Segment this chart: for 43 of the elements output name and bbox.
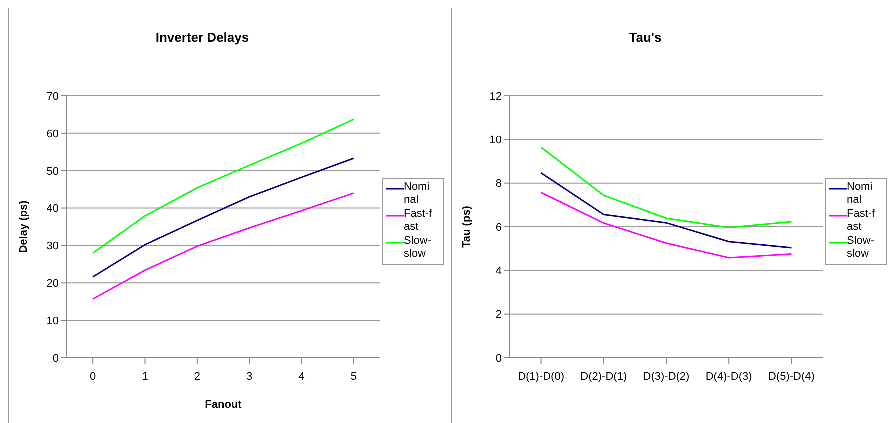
- y-tick-label: 20: [46, 278, 59, 290]
- legend-label: Slow-slow: [404, 235, 433, 261]
- y-axis-title: Tau (ps): [460, 206, 473, 248]
- x-tick-label: D(4)-D(3): [706, 370, 752, 383]
- chart-title: Tau's: [628, 30, 663, 45]
- legend-label: Fast-fast: [847, 208, 876, 234]
- x-tick-label: 1: [142, 370, 148, 383]
- y-axis-title: Delay (ps): [18, 200, 30, 254]
- legend-label: Slow-slow: [847, 235, 876, 261]
- x-tick-label: 3: [246, 370, 253, 383]
- line-series: [540, 146, 792, 229]
- x-tick-label: D(1)-D(0): [518, 370, 565, 383]
- y-tick-label: 8: [496, 178, 502, 190]
- y-tick-label: 50: [46, 166, 59, 178]
- x-tick-label: D(5)-D(4): [768, 370, 815, 383]
- y-tick-label: 12: [490, 90, 502, 103]
- y-tick-label: 2: [496, 309, 502, 322]
- line-series: [540, 172, 792, 249]
- x-tick-label: 4: [298, 370, 305, 383]
- x-tick-label: D(2)-D(1): [580, 370, 628, 383]
- y-tick-label: 40: [46, 203, 59, 216]
- y-tick-label: 60: [46, 128, 59, 140]
- y-tick-label: 6: [496, 222, 502, 234]
- line-series: [540, 192, 792, 259]
- y-tick-label: 30: [46, 240, 59, 253]
- x-tick-label: 5: [350, 370, 357, 383]
- chart-title: Inverter Delays: [154, 30, 250, 45]
- legend-label: Nominal: [404, 181, 431, 207]
- y-tick-label: 0: [496, 352, 502, 365]
- x-axis-title: Fanout: [205, 399, 242, 411]
- x-tick-label: 2: [194, 370, 200, 383]
- legend-label: Fast-fast: [404, 208, 434, 234]
- line-series: [92, 158, 355, 278]
- y-tick-label: 10: [490, 134, 502, 147]
- y-tick-label: 70: [46, 90, 59, 103]
- x-tick-label: 0: [90, 370, 96, 383]
- x-tick-label: D(3)-D(2): [643, 370, 690, 383]
- y-tick-label: 0: [52, 352, 59, 365]
- line-series: [92, 192, 355, 300]
- y-tick-label: 10: [46, 315, 59, 328]
- legend-label: Nominal: [847, 181, 874, 207]
- y-tick-label: 4: [496, 266, 502, 278]
- line-series: [92, 118, 355, 254]
